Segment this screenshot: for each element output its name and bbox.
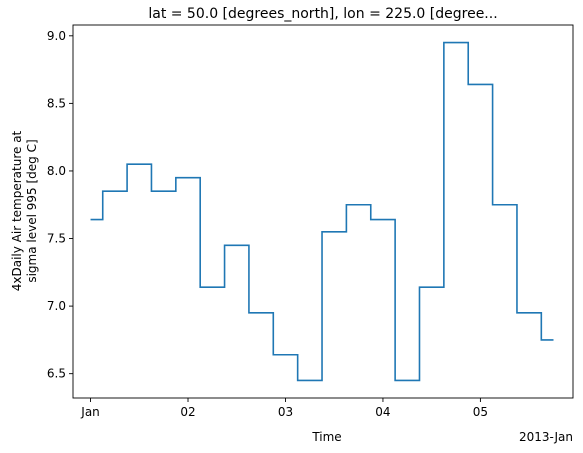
- y-tick-label: 7.0: [47, 299, 66, 313]
- x-tick-label: 02: [180, 405, 195, 419]
- x-offset-label: 2013-Jan: [519, 430, 573, 444]
- ticks-layer: Jan 02 03 04 05 6.5 7.0 7.5 8.0 8.5 9.0: [47, 29, 488, 419]
- x-axis-label: Time: [311, 430, 341, 444]
- axes-frame: [72, 24, 574, 399]
- y-tick-label: 8.0: [47, 164, 66, 178]
- series-step-line: [90, 41, 554, 382]
- x-tick-label: Jan: [80, 405, 100, 419]
- y-tick-label: 9.0: [47, 29, 66, 43]
- series-layer: [90, 41, 554, 382]
- chart-title: lat = 50.0 [degrees_north], lon = 225.0 …: [148, 6, 497, 22]
- x-tick-label: 05: [473, 405, 488, 419]
- y-tick-label: 7.5: [47, 232, 66, 246]
- plot-area: [73, 25, 573, 398]
- y-tick-label: 8.5: [47, 96, 66, 110]
- y-axis-label-line-1: 4xDaily Air temperature at: [10, 130, 24, 291]
- y-axis-label-line-2: sigma level 995 [deg C]: [25, 139, 39, 282]
- x-tick-label: 04: [375, 405, 390, 419]
- y-tick-label: 6.5: [47, 367, 66, 381]
- x-tick-label: 03: [278, 405, 293, 419]
